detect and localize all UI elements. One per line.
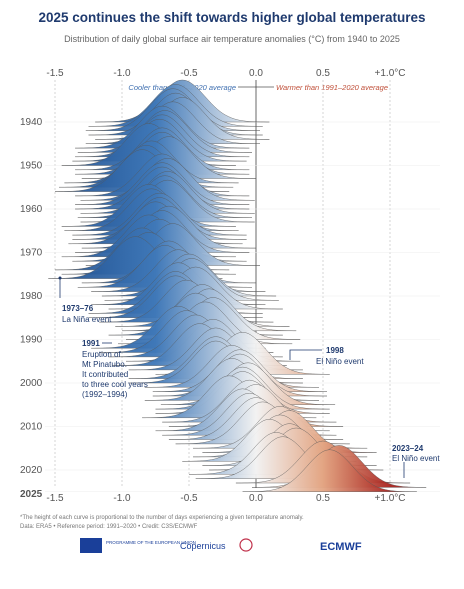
- y-tick-label: 1960: [20, 204, 43, 215]
- x-tick-label: +1.0°C: [375, 68, 406, 79]
- annotation-text: La Niña event: [62, 315, 112, 324]
- annotations: 1973–76 La Niña event 1991 Eruption of M…: [58, 276, 440, 478]
- eu-flag: [80, 538, 102, 553]
- dot: [58, 276, 62, 280]
- x-tick-label: -1.0: [113, 68, 131, 79]
- y-tick-label: 2020: [20, 465, 43, 476]
- y-tick-label: 2025: [20, 489, 43, 500]
- y-tick-label: 1980: [20, 291, 43, 302]
- y-tick-label: 2000: [20, 378, 43, 389]
- annotation-label: 1973–76: [62, 304, 94, 313]
- annotation-text: Mt Pinatubo.: [82, 360, 127, 369]
- footnote: *The height of each curve is proportiona…: [20, 515, 304, 521]
- y-tick-label: 1940: [20, 117, 43, 128]
- x-tick-label: 0.0: [249, 68, 263, 79]
- warmer-label: Warmer than 1991–2020 average: [276, 83, 388, 92]
- x-tick-label: -1.5: [46, 493, 64, 504]
- annotation-label: 1991: [82, 339, 100, 348]
- annotation-text: to three cool years: [82, 380, 148, 389]
- y-tick-label: 2010: [20, 422, 43, 433]
- leader: [289, 349, 322, 360]
- annotation-text: (1992–1994): [82, 390, 128, 399]
- x-tick-label: -1.5: [46, 68, 64, 79]
- annotation-text: It contributed: [82, 370, 128, 379]
- x-tick-label: +1.0°C: [375, 493, 406, 504]
- x-tick-label: -0.5: [180, 68, 198, 79]
- logo-text: ECMWF: [320, 541, 362, 553]
- logo: [239, 538, 253, 552]
- chart-subtitle: Distribution of daily global surface air…: [64, 34, 400, 44]
- logo-text: PROGRAMME OF THE EUROPEAN UNION: [106, 540, 196, 545]
- annotation-text: Eruption of: [82, 350, 121, 359]
- y-tick-label: 1990: [20, 335, 43, 346]
- footnote: Data: ERA5 • Reference period: 1991–2020…: [20, 524, 198, 530]
- y-tick-label: 1950: [20, 161, 43, 172]
- x-tick-label: -0.5: [180, 493, 198, 504]
- annotation-label: 1998: [326, 346, 344, 355]
- x-tick-label: 0.5: [316, 68, 330, 79]
- x-tick-label: 0.0: [249, 493, 263, 504]
- chart-title: 2025 continues the shift towards higher …: [38, 10, 425, 25]
- x-tick-label: -1.0: [113, 493, 131, 504]
- ridge: [242, 449, 417, 492]
- y-tick-label: 1970: [20, 248, 43, 259]
- annotation-text: El Niño event: [316, 357, 364, 366]
- x-tick-label: 0.5: [316, 493, 330, 504]
- ridges: [45, 79, 440, 493]
- logo-text: Copernicus: [180, 541, 226, 551]
- annotation-text: El Niño event: [392, 454, 440, 463]
- annotation-label: 2023–24: [392, 444, 424, 453]
